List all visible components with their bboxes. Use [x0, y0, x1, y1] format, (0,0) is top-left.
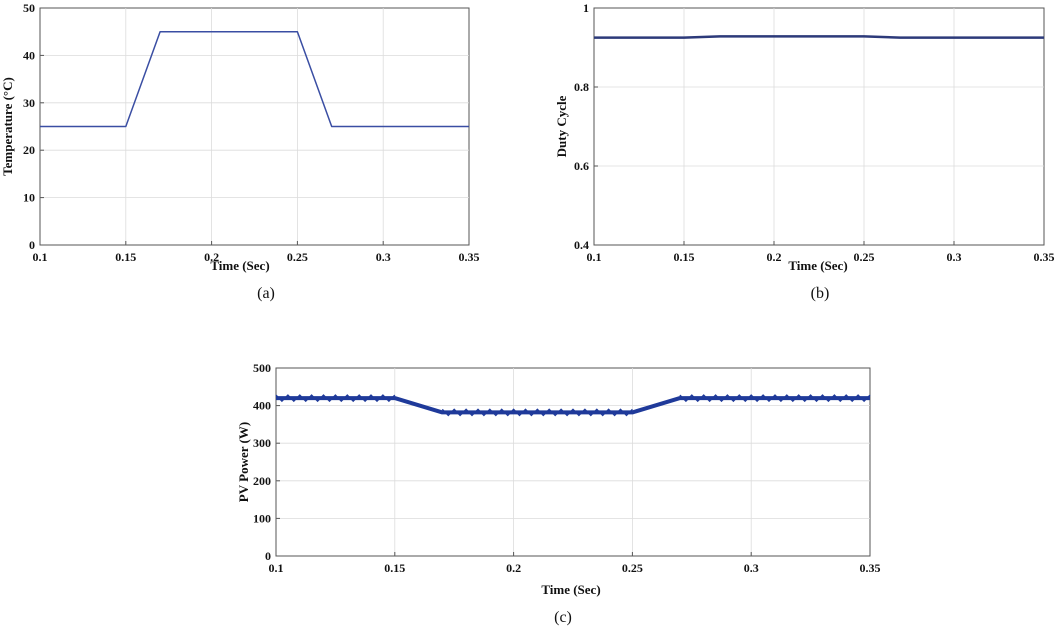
x-tick-label: 0.25 [622, 561, 643, 575]
x-tick-label: 0.3 [947, 250, 962, 264]
y-tick-label: 30 [23, 96, 35, 110]
x-tick-label: 0.35 [1034, 250, 1055, 264]
x-tick-label: 0.3 [744, 561, 759, 575]
x-tick-label: 0.3 [376, 250, 391, 264]
y-tick-label: 400 [253, 399, 271, 413]
y-tick-label: 10 [23, 191, 35, 205]
y-tick-label: 50 [23, 1, 35, 15]
x-axis-label: Time (Sec) [541, 582, 600, 597]
y-tick-label: 300 [253, 436, 271, 450]
x-tick-label: 0.15 [674, 250, 695, 264]
x-tick-label: 0.1 [269, 561, 284, 575]
y-tick-label: 20 [23, 143, 35, 157]
panel-caption: (c) [554, 609, 572, 626]
series-line [40, 30, 469, 128]
series-line [594, 35, 1044, 39]
y-tick-label: 0.4 [574, 238, 589, 252]
panel-caption: (b) [811, 285, 830, 302]
y-tick-label: 0 [29, 238, 35, 252]
chart-panel-c: 0.1 0.15 0.2 0.25 0.3 0.35 0 100 200 300 400 500 Tim… [236, 361, 881, 626]
chart-panel-a: 0.1 0.15 0.2 0.25 0.3 0.35 0 10 20 30 40 50 Time (Se… [0, 1, 480, 302]
series-ripple [275, 394, 396, 403]
x-tick-label: 0.15 [115, 250, 136, 264]
y-axis-label: Duty Cycle [554, 95, 569, 157]
y-tick-label: 200 [253, 474, 271, 488]
x-tick-label: 0.2 [204, 250, 219, 264]
y-axis-label: PV Power (W) [236, 422, 251, 502]
x-axis-label: Time (Sec) [210, 258, 269, 273]
x-tick-label: 0.25 [854, 250, 875, 264]
y-tick-label: 100 [253, 511, 271, 525]
x-tick-label: 0.1 [587, 250, 602, 264]
series-ripple [441, 408, 633, 417]
x-tick-label: 0.35 [860, 561, 881, 575]
chart-panel-b: 0.1 0.15 0.2 0.25 0.3 0.35 0.4 0.6 0.8 1 Time (Sec… [554, 1, 1055, 302]
y-tick-label: 0 [265, 549, 271, 563]
x-tick-label: 0.15 [384, 561, 405, 575]
x-tick-label: 0.2 [767, 250, 782, 264]
y-tick-label: 40 [23, 48, 35, 62]
x-tick-label: 0.1 [33, 250, 48, 264]
series-line [276, 396, 870, 415]
y-tick-label: 500 [253, 361, 271, 375]
y-tick-label: 1 [583, 1, 589, 15]
y-tick-label: 0.6 [574, 159, 589, 173]
series-ripple [679, 394, 871, 403]
x-tick-label: 0.25 [287, 250, 308, 264]
x-tick-label: 0.35 [459, 250, 480, 264]
panel-caption: (a) [257, 285, 275, 302]
y-axis-label: Temperature (°C) [0, 77, 15, 176]
plot-area [593, 7, 1045, 246]
y-tick-label: 0.8 [574, 80, 589, 94]
x-tick-label: 0.2 [506, 561, 521, 575]
x-axis-label: Time (Sec) [788, 258, 847, 273]
